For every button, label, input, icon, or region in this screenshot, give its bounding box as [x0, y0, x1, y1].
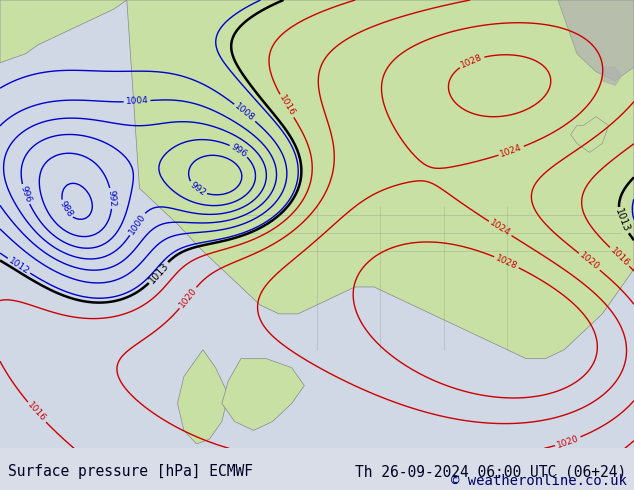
Text: 996: 996: [18, 185, 33, 204]
Polygon shape: [602, 67, 621, 85]
Text: 1008: 1008: [233, 102, 257, 123]
Text: 1024: 1024: [499, 143, 524, 159]
Text: 992: 992: [188, 180, 207, 198]
Text: 1020: 1020: [578, 251, 601, 272]
Text: 1004: 1004: [126, 97, 148, 106]
Polygon shape: [127, 0, 634, 359]
Text: 1024: 1024: [488, 219, 512, 238]
Text: 1028: 1028: [495, 253, 519, 271]
Text: Th 26-09-2024 06:00 UTC (06+24): Th 26-09-2024 06:00 UTC (06+24): [355, 464, 626, 479]
Text: 1012: 1012: [7, 256, 31, 276]
Text: 996: 996: [230, 142, 249, 159]
Text: 1016: 1016: [608, 245, 631, 268]
Text: 1013: 1013: [146, 260, 171, 285]
Polygon shape: [571, 117, 609, 152]
Text: 1016: 1016: [277, 94, 297, 118]
Polygon shape: [178, 350, 228, 444]
Text: 1020: 1020: [178, 286, 198, 310]
Polygon shape: [222, 359, 304, 430]
Text: 1028: 1028: [459, 52, 484, 70]
Text: 1000: 1000: [127, 212, 147, 236]
Text: 992: 992: [107, 189, 117, 207]
Text: 1013: 1013: [613, 208, 631, 234]
Polygon shape: [0, 0, 127, 63]
Text: 1020: 1020: [555, 434, 580, 449]
Polygon shape: [558, 0, 634, 81]
Text: 988: 988: [57, 200, 74, 219]
Text: © weatheronline.co.uk: © weatheronline.co.uk: [451, 474, 626, 489]
Text: 1016: 1016: [26, 401, 48, 424]
Text: Surface pressure [hPa] ECMWF: Surface pressure [hPa] ECMWF: [8, 464, 252, 479]
